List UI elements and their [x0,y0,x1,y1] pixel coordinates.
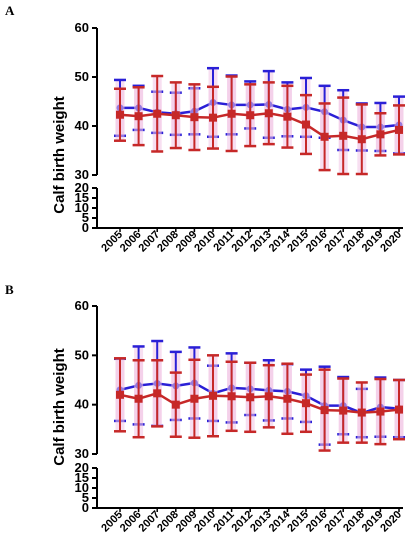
panel-b-ytick-label: 5 [82,490,89,505]
panel-a-red-point [116,110,124,119]
panel-b-xtick-label: 2020 [378,509,404,535]
panel-a-red-point [357,135,366,144]
panel-a-red-point [283,112,292,121]
panel-a: A Calf birth weight 30405060051015202005… [5,3,405,254]
panel-a-red-point [339,131,348,140]
panel-b-ytick-label: 30 [75,446,89,461]
panel-b-blue-line [119,381,400,415]
panel-b-red-point [339,406,348,415]
panel-a-red-point [264,109,273,118]
panel-a-red-point [246,111,255,120]
panel-a-xtick-label: 2020 [378,229,404,255]
panel-b-y-axis-label: Calf birth weight [51,348,68,466]
panel-b-ytick-label: 60 [75,298,89,313]
panel-a-red-line [119,111,400,141]
panel-b-red-point [320,406,329,415]
panel-b-red-point [302,399,310,408]
panel-b-red-point [209,391,217,400]
panel-a-ytick-label: 0 [82,220,89,235]
panel-a-red-point [134,112,143,121]
panel-a-red-point [227,109,236,118]
panel-b-red-point [153,389,162,398]
panel-a-ytick-label: 40 [75,118,89,133]
panel-a-red-point [376,130,385,139]
panel-a-label: A [5,3,15,18]
panel-b-red-point [283,394,292,403]
panel-b: B Calf birth weight 30405060051015202005… [5,282,405,534]
panel-b-red-point [357,408,366,417]
panel-a-y-axis-label: Calf birth weight [51,96,68,214]
panel-a-ytick-label: 10 [75,200,89,215]
panel-a-red-point [153,109,162,118]
panel-b-red-point [246,393,255,402]
panel-b-red-point [116,390,124,399]
panel-a-ytick-label: 60 [75,20,89,35]
panel-b-ytick-label: 10 [75,480,89,495]
panel-b-red-point [227,392,236,401]
panel-a-red-point [209,113,217,122]
panel-b-label: B [5,282,14,297]
panel-a-ytick-label: 50 [75,69,89,84]
panel-b-ytick-label: 0 [82,500,89,515]
panel-b-red-point [264,392,273,401]
panel-a-red-point [320,132,329,141]
panel-b-ytick-label: 40 [75,397,89,412]
panel-b-red-point [376,407,385,416]
panel-a-ytick-label: 5 [82,210,89,225]
panel-b-series-red [114,354,405,452]
panel-b-ytick-label: 15 [75,470,89,485]
panel-b-red-point [190,394,199,403]
panel-a-ytick-label: 30 [75,167,89,182]
panel-b-red-point [171,400,180,409]
panel-a-red-point [302,120,310,129]
panel-a-red-point [190,113,199,122]
panel-b-red-point [134,394,143,403]
panel-b-red-point [395,405,403,414]
panel-a-ytick-label: 15 [75,190,89,205]
panel-a-series-red [114,74,405,176]
panel-a-red-point [395,125,403,134]
panel-b-ytick-label: 20 [75,460,89,475]
panel-a-blue-line [120,101,400,129]
panel-b-ytick-label: 50 [75,347,89,362]
panel-a-red-point [171,111,180,120]
panel-b-red-line [119,391,400,414]
panel-a-ytick-label: 20 [75,180,89,195]
